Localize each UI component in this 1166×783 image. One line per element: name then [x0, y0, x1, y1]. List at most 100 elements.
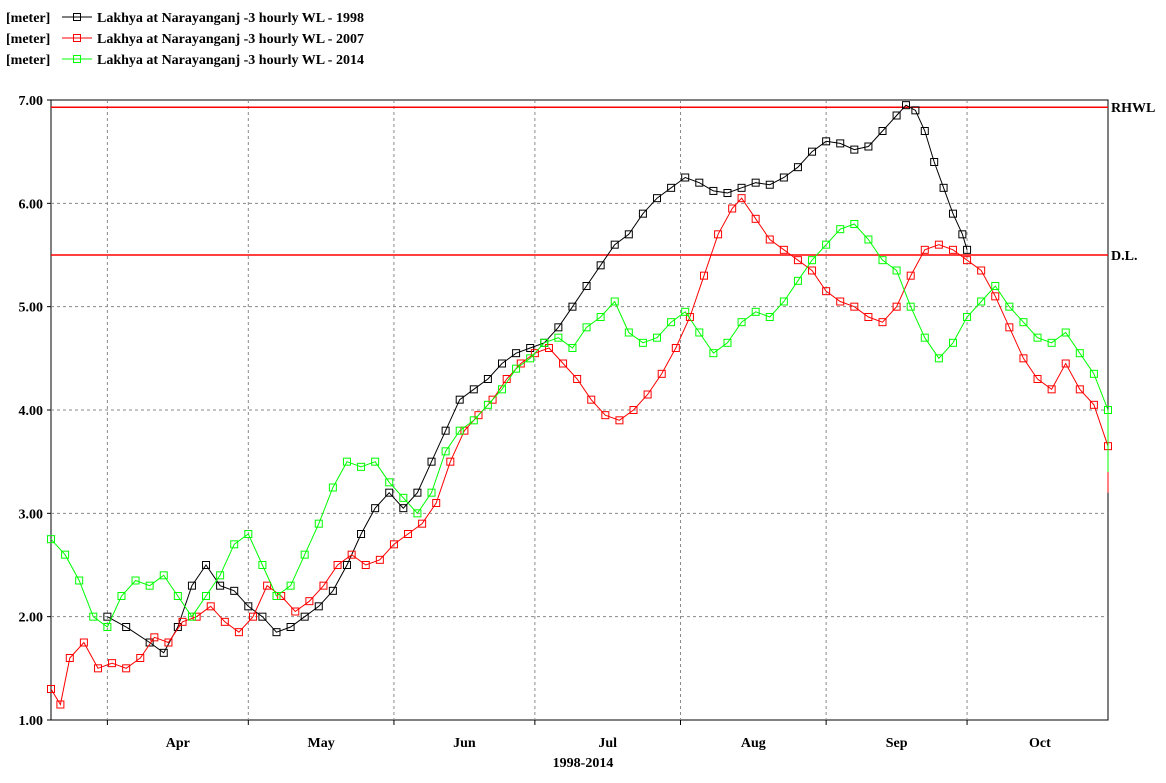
data-point	[643, 390, 652, 399]
data-point	[934, 354, 943, 363]
data-point	[892, 302, 901, 311]
data-point	[906, 302, 915, 311]
data-point	[441, 426, 450, 435]
data-point	[488, 395, 497, 404]
data-point	[263, 581, 272, 590]
data-point	[1047, 385, 1056, 394]
data-point	[136, 654, 145, 662]
data-point	[230, 540, 239, 549]
data-point	[1061, 359, 1070, 368]
data-point	[286, 623, 295, 631]
data-point	[441, 447, 450, 456]
data-point	[765, 180, 774, 189]
x-tick-label: Apr	[166, 736, 190, 751]
data-point	[150, 633, 159, 642]
data-point	[765, 313, 774, 321]
data-point	[808, 256, 817, 265]
x-tick-label: Jun	[453, 736, 476, 751]
data-point	[864, 235, 873, 244]
data-point	[220, 617, 229, 626]
data-point	[864, 142, 873, 151]
data-point	[695, 178, 704, 187]
data-point	[258, 612, 267, 621]
data-point	[1089, 369, 1098, 378]
data-point	[1005, 323, 1014, 332]
data-point	[108, 659, 117, 668]
data-point	[596, 313, 605, 321]
data-point	[404, 530, 413, 538]
data-point	[554, 323, 563, 332]
data-point	[582, 282, 591, 290]
data-point	[822, 137, 831, 146]
data-point	[342, 561, 351, 569]
data-point	[187, 581, 196, 590]
data-point	[615, 416, 624, 425]
data-point	[723, 189, 732, 197]
data-point	[371, 504, 380, 513]
grid	[51, 100, 1108, 720]
data-point	[878, 318, 887, 327]
data-point	[319, 581, 328, 590]
data-point	[357, 530, 366, 538]
data-point	[671, 344, 680, 352]
series-line	[50, 223, 1109, 628]
series-3	[47, 220, 1112, 631]
data-point	[779, 245, 788, 254]
data-point	[244, 530, 253, 538]
data-point	[714, 230, 723, 239]
data-point	[413, 488, 422, 497]
data-point	[892, 266, 901, 275]
data-point	[751, 178, 760, 187]
data-point	[206, 602, 215, 611]
data-point	[512, 364, 521, 373]
data-point	[587, 395, 596, 404]
reference-lines: RHWL D.L.	[51, 101, 1155, 264]
data-point	[47, 535, 55, 544]
data-point	[653, 333, 662, 342]
legend: [meter] Lakhya at Narayanganj -3 hourly W…	[6, 11, 364, 68]
series-line	[107, 104, 968, 654]
data-point	[544, 344, 553, 352]
data-point	[347, 550, 356, 559]
data-point	[333, 561, 342, 569]
data-point	[737, 183, 746, 192]
data-point	[667, 318, 676, 327]
data-point	[446, 457, 455, 466]
data-point	[173, 592, 182, 600]
x-axis-label: 1998-2014	[553, 756, 614, 771]
data-point	[836, 139, 845, 148]
data-point	[399, 493, 408, 502]
data-point	[822, 287, 831, 296]
data-point	[1089, 400, 1098, 409]
data-point	[164, 638, 173, 647]
data-point	[653, 194, 662, 203]
data-point	[89, 612, 98, 621]
legend-item: [meter] Lakhya at Narayanganj -3 hourly W…	[6, 11, 364, 26]
data-point	[516, 359, 525, 368]
data-point	[249, 612, 258, 621]
data-point	[808, 266, 817, 275]
data-point	[385, 478, 394, 487]
data-point	[526, 344, 535, 352]
data-point	[1019, 318, 1028, 327]
data-point	[850, 145, 859, 154]
data-point	[342, 457, 351, 466]
data-point	[610, 240, 619, 249]
data-point	[1075, 349, 1084, 358]
data-point	[117, 592, 126, 600]
data-point	[526, 354, 535, 363]
data-point	[1104, 406, 1112, 414]
data-point	[737, 318, 746, 327]
data-point	[47, 685, 55, 693]
data-point	[389, 540, 398, 549]
data-point	[1075, 385, 1084, 394]
data-point	[427, 488, 436, 497]
x-tick-label: Jul	[598, 736, 617, 751]
data-point	[751, 214, 760, 223]
x-tick-label: May	[308, 736, 335, 751]
data-point	[779, 297, 788, 306]
reference-line-label: RHWL	[1111, 101, 1155, 116]
data-point	[709, 349, 718, 358]
data-point	[958, 230, 967, 239]
